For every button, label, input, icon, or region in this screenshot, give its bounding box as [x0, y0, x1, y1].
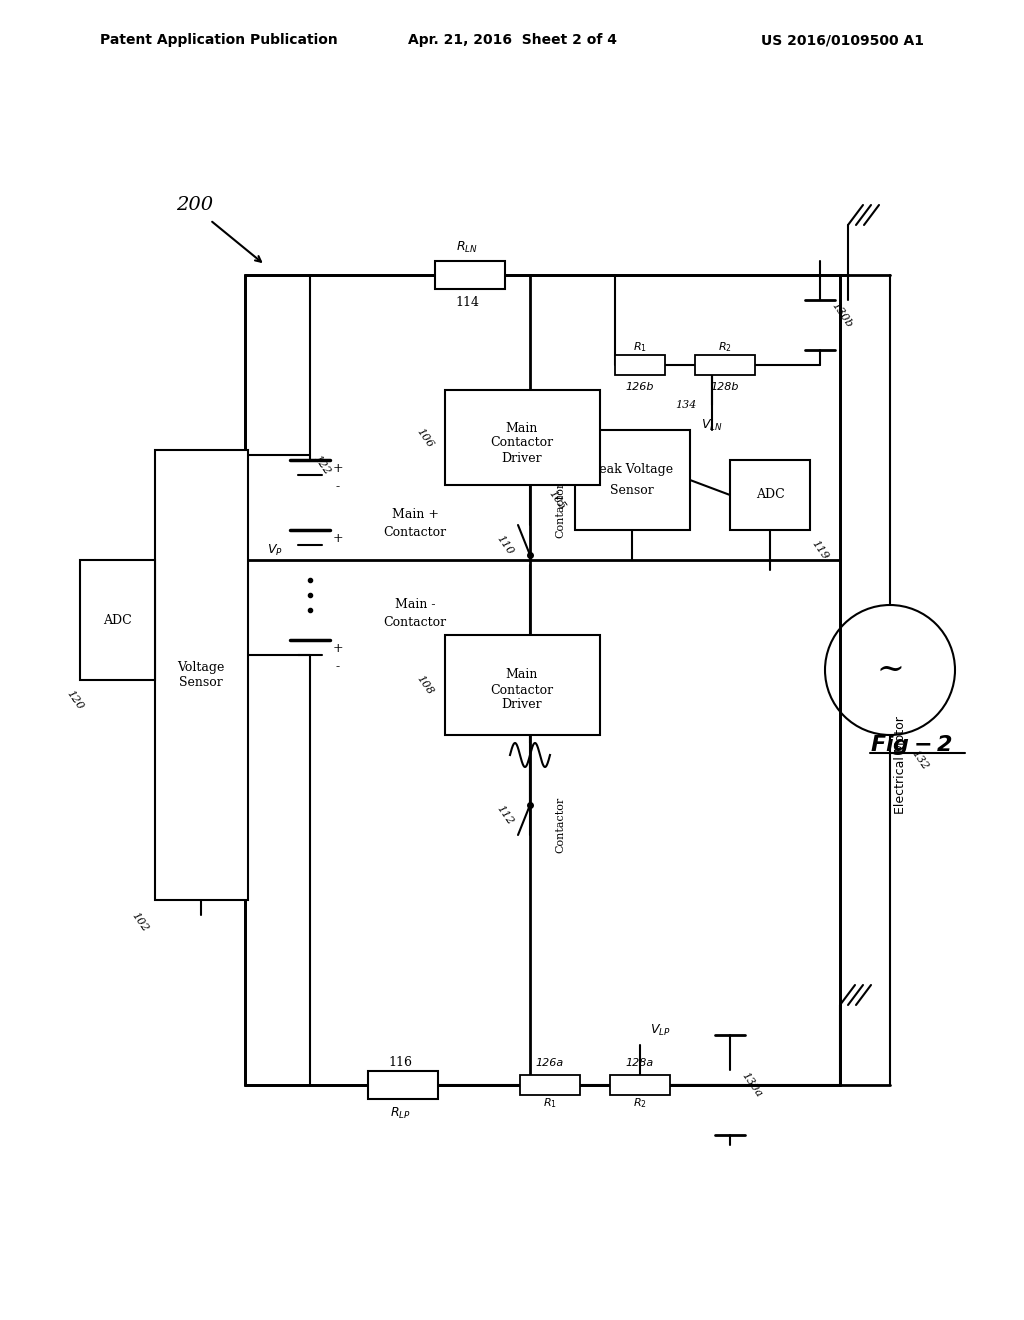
Text: 128b: 128b	[711, 381, 739, 392]
Text: ADC: ADC	[756, 488, 784, 502]
Text: Main +: Main +	[391, 508, 438, 521]
Text: Patent Application Publication: Patent Application Publication	[100, 33, 338, 48]
Text: Driver: Driver	[502, 698, 543, 711]
Text: 120: 120	[65, 688, 85, 711]
Text: $V_{LP}$: $V_{LP}$	[649, 1023, 671, 1038]
Bar	[368, 1071, 438, 1100]
Text: Contactor: Contactor	[555, 797, 565, 853]
Text: R$_2$: R$_2$	[633, 1096, 647, 1110]
Text: $V_P$: $V_P$	[267, 543, 283, 557]
Text: Electrical Motor: Electrical Motor	[894, 715, 906, 814]
Text: 105: 105	[547, 488, 567, 512]
Text: $V_{LN}$: $V_{LN}$	[701, 417, 723, 433]
Text: Main: Main	[506, 421, 539, 434]
Bar	[575, 430, 690, 531]
Text: Driver: Driver	[502, 451, 543, 465]
Text: +: +	[333, 642, 343, 655]
Text: +: +	[333, 532, 343, 544]
Text: 126a: 126a	[536, 1059, 564, 1068]
Text: $\bfit{Fig-2}$: $\bfit{Fig-2}$	[870, 733, 952, 756]
Text: 116: 116	[388, 1056, 412, 1069]
Text: US 2016/0109500 A1: US 2016/0109500 A1	[761, 33, 924, 48]
Text: 126b: 126b	[626, 381, 654, 392]
Text: Contactor: Contactor	[490, 684, 554, 697]
Text: Contactor: Contactor	[490, 437, 554, 450]
Text: -: -	[336, 480, 340, 494]
Text: 130b: 130b	[829, 301, 854, 330]
Text: 102: 102	[130, 911, 151, 933]
Text: Main -: Main -	[394, 598, 435, 611]
Text: $R_{LN}$: $R_{LN}$	[456, 239, 478, 255]
Text: 106: 106	[415, 426, 435, 450]
Bar	[610, 1074, 670, 1096]
Bar	[80, 560, 155, 680]
Bar	[695, 355, 755, 375]
Text: ADC: ADC	[102, 614, 131, 627]
Text: R$_2$: R$_2$	[718, 341, 732, 354]
Bar	[435, 261, 505, 289]
Text: Leak Voltage: Leak Voltage	[591, 463, 673, 477]
Text: 128a: 128a	[626, 1059, 654, 1068]
Text: Main: Main	[506, 668, 539, 681]
Text: 114: 114	[455, 297, 479, 309]
Text: $R_{LP}$: $R_{LP}$	[389, 1105, 411, 1121]
Bar	[445, 389, 600, 484]
Text: 119: 119	[810, 539, 830, 561]
Bar	[155, 450, 248, 900]
Text: Contactor: Contactor	[383, 615, 446, 628]
Text: 134: 134	[675, 400, 696, 411]
Text: 132: 132	[909, 748, 930, 772]
Text: 122: 122	[311, 453, 332, 477]
Text: R$_1$: R$_1$	[543, 1096, 557, 1110]
Text: Apr. 21, 2016  Sheet 2 of 4: Apr. 21, 2016 Sheet 2 of 4	[408, 33, 616, 48]
Bar	[445, 635, 600, 735]
Text: Sensor: Sensor	[610, 483, 654, 496]
Text: Contactor: Contactor	[383, 525, 446, 539]
Text: 112: 112	[495, 804, 515, 826]
Text: 108: 108	[415, 673, 435, 697]
Text: 130a: 130a	[740, 1071, 764, 1100]
Text: 200: 200	[176, 195, 214, 214]
Bar	[730, 459, 810, 531]
Bar	[520, 1074, 580, 1096]
Bar	[615, 355, 665, 375]
Text: R$_1$: R$_1$	[633, 341, 647, 354]
Text: 110: 110	[495, 533, 515, 557]
Text: +: +	[333, 462, 343, 474]
Text: Contactor: Contactor	[555, 482, 565, 539]
Text: ~: ~	[877, 653, 904, 686]
Text: -: -	[336, 660, 340, 673]
Text: Voltage
Sensor: Voltage Sensor	[177, 661, 224, 689]
